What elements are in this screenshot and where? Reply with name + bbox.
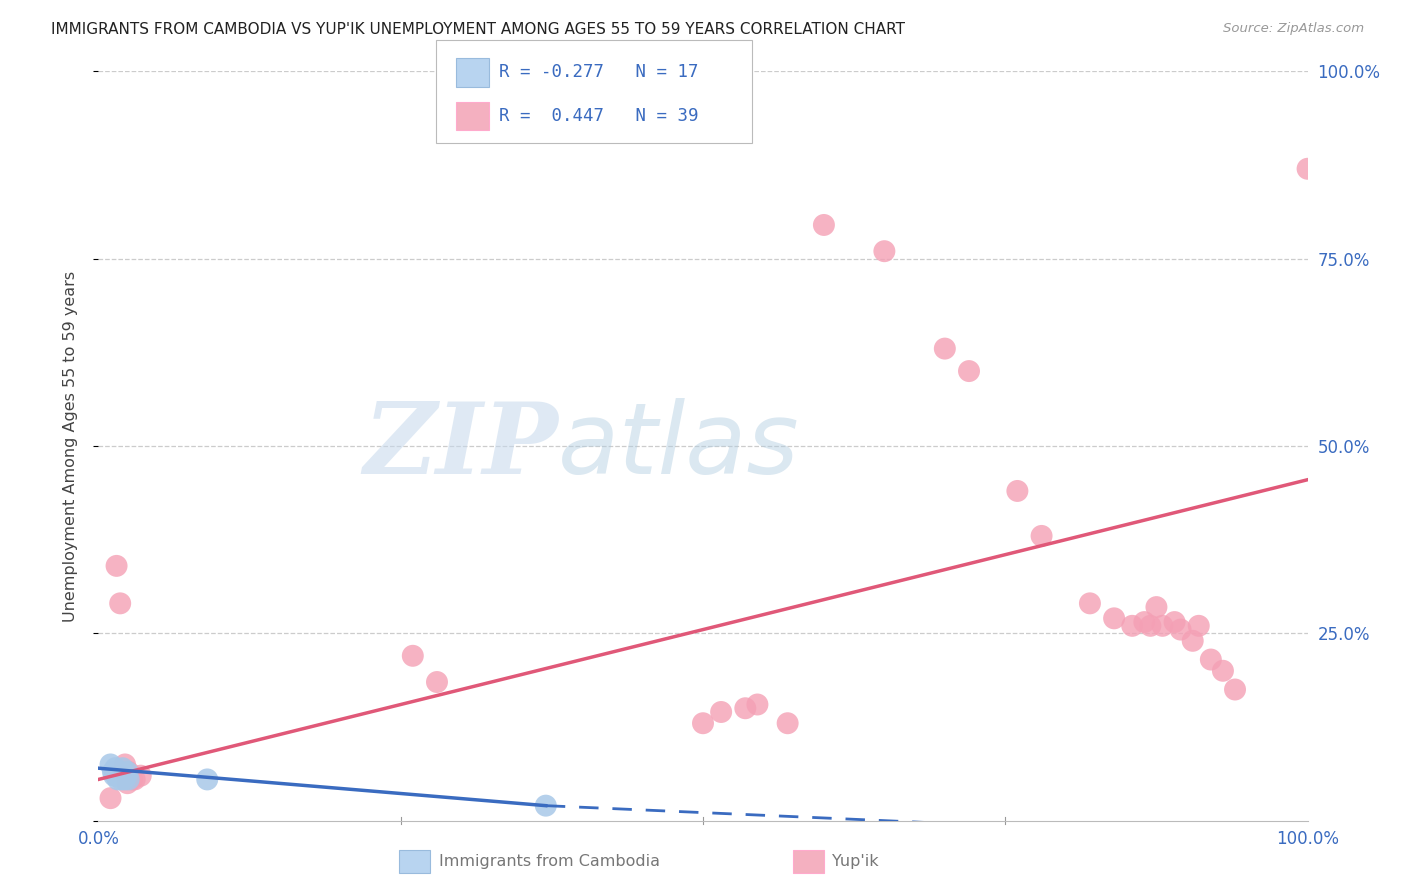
Point bbox=[1296, 161, 1319, 176]
Point bbox=[115, 769, 138, 783]
Point bbox=[426, 675, 449, 690]
Point bbox=[957, 364, 980, 378]
Point bbox=[402, 648, 425, 663]
Y-axis label: Unemployment Among Ages 55 to 59 years: Unemployment Among Ages 55 to 59 years bbox=[63, 270, 77, 622]
Point bbox=[114, 772, 136, 787]
Point bbox=[110, 772, 132, 787]
Point bbox=[1223, 682, 1246, 697]
Point bbox=[1102, 611, 1125, 625]
Point bbox=[934, 342, 956, 356]
Point bbox=[1199, 652, 1222, 666]
Point bbox=[873, 244, 896, 259]
Point bbox=[100, 757, 122, 772]
Point bbox=[100, 791, 122, 805]
Point bbox=[105, 769, 128, 783]
Point bbox=[1170, 623, 1192, 637]
Point bbox=[117, 776, 139, 790]
Point bbox=[1031, 529, 1053, 543]
Text: Yup'ik: Yup'ik bbox=[832, 855, 879, 869]
Point bbox=[118, 772, 141, 787]
Point bbox=[734, 701, 756, 715]
Point bbox=[195, 772, 218, 787]
Point bbox=[108, 769, 131, 783]
Point bbox=[121, 772, 143, 787]
Text: Immigrants from Cambodia: Immigrants from Cambodia bbox=[439, 855, 659, 869]
Point bbox=[107, 772, 129, 787]
Text: ZIP: ZIP bbox=[363, 398, 558, 494]
Point bbox=[1181, 633, 1204, 648]
Point bbox=[1139, 619, 1161, 633]
Point bbox=[118, 764, 141, 779]
Point bbox=[813, 218, 835, 232]
Point bbox=[1121, 619, 1143, 633]
Point bbox=[1007, 483, 1029, 498]
Point bbox=[118, 769, 141, 783]
Point bbox=[747, 698, 769, 712]
Point bbox=[1152, 619, 1174, 633]
Text: R = -0.277   N = 17: R = -0.277 N = 17 bbox=[499, 63, 699, 81]
Point bbox=[1163, 615, 1185, 629]
Point bbox=[534, 798, 557, 813]
Point bbox=[1212, 664, 1234, 678]
Point bbox=[1078, 596, 1101, 610]
Point bbox=[108, 764, 131, 779]
Point bbox=[103, 769, 125, 783]
Point bbox=[117, 764, 139, 779]
Point bbox=[1146, 600, 1168, 615]
Point bbox=[776, 716, 799, 731]
Point bbox=[112, 769, 135, 783]
Point bbox=[105, 558, 128, 573]
Point bbox=[692, 716, 714, 731]
Text: atlas: atlas bbox=[558, 398, 800, 494]
Text: R =  0.447   N = 39: R = 0.447 N = 39 bbox=[499, 107, 699, 125]
Text: Source: ZipAtlas.com: Source: ZipAtlas.com bbox=[1223, 22, 1364, 36]
Point bbox=[129, 769, 152, 783]
Point bbox=[101, 764, 124, 779]
Point bbox=[115, 769, 138, 783]
Point bbox=[108, 596, 131, 610]
Point bbox=[104, 761, 127, 775]
Point bbox=[1188, 619, 1211, 633]
Point bbox=[114, 757, 136, 772]
Point bbox=[111, 761, 134, 775]
Point bbox=[710, 705, 733, 719]
Point bbox=[1133, 615, 1156, 629]
Text: IMMIGRANTS FROM CAMBODIA VS YUP'IK UNEMPLOYMENT AMONG AGES 55 TO 59 YEARS CORREL: IMMIGRANTS FROM CAMBODIA VS YUP'IK UNEMP… bbox=[51, 22, 904, 37]
Point bbox=[124, 772, 146, 787]
